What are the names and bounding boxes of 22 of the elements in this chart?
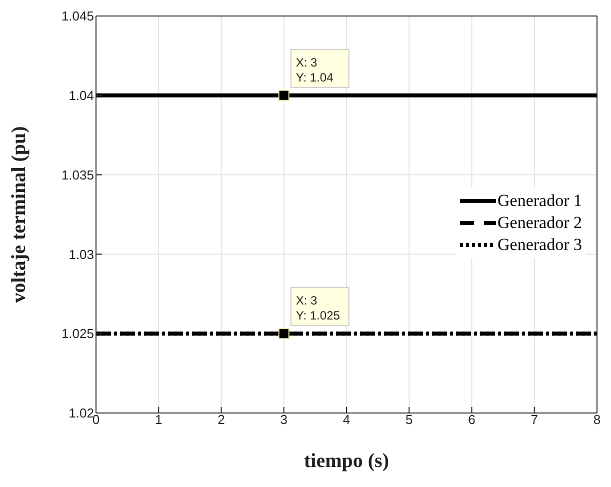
x-tick-label: 0 (92, 412, 100, 428)
y-tick-label: 1.04 (68, 88, 94, 104)
y-axis-title: voltaje terminal (pu) (8, 126, 30, 303)
annotation: X: 3 Y: 1.04 (296, 55, 334, 84)
y-tick-label: 1.02 (68, 406, 94, 421)
legend-label: Generador 2 (498, 213, 582, 233)
x-tick-label: 6 (468, 412, 476, 428)
x-tick-label: 5 (406, 412, 413, 428)
legend-label: Generador 1 (498, 191, 582, 211)
legend-label: Generador 3 (498, 235, 582, 255)
y-tick-label: 1.025 (61, 326, 94, 342)
x-tick-label: 2 (218, 412, 225, 428)
x-tick-label: 3 (280, 412, 288, 428)
x-tick-label: 8 (593, 412, 601, 428)
y-tick-label: 1.045 (61, 8, 94, 24)
y-tick-label: 1.03 (68, 246, 94, 262)
x-tick-label: 1 (155, 412, 162, 428)
x-axis-title: tiempo (s) (304, 450, 389, 472)
y-tick-label: 1.035 (61, 167, 94, 182)
x-tick-label: 4 (342, 412, 350, 428)
annotation: X: 3 Y: 1.025 (296, 294, 340, 323)
x-tick-label: 7 (530, 412, 538, 428)
